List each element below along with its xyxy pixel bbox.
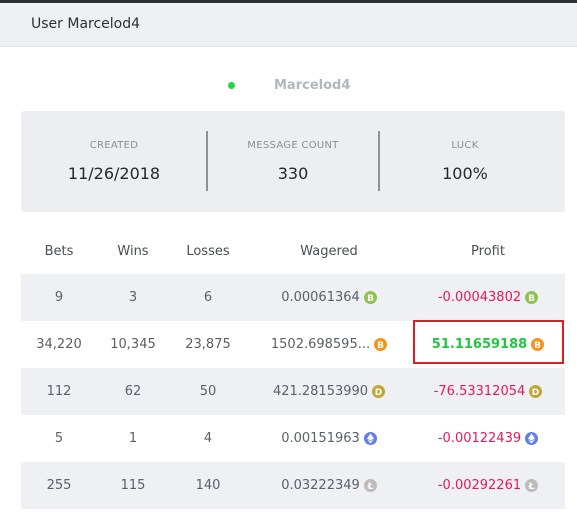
litecoin-icon: Ł xyxy=(363,479,377,492)
table-header-row: Bets Wins Losses Wagered Profit xyxy=(21,228,565,274)
table-row: 255 115 140 0.03222349 Ł -0.00292261 Ł xyxy=(21,462,565,509)
stat-label: MESSAGE COUNT xyxy=(247,140,339,151)
modal-title: User Marcelod4 xyxy=(31,16,141,32)
profit-amount: 51.11659188 xyxy=(431,337,528,352)
column-header-wagered: Wagered xyxy=(300,243,358,259)
cell-wins: 62 xyxy=(97,368,169,415)
cell-losses: 23,875 xyxy=(169,321,247,368)
cell-bets: 9 xyxy=(21,274,97,321)
svg-text:Ł: Ł xyxy=(366,482,373,491)
cell-profit: -0.00292261 Ł xyxy=(411,462,565,509)
user-line: Marcelod4 xyxy=(0,75,577,97)
cell-wins: 1 xyxy=(97,415,169,462)
username: Marcelod4 xyxy=(274,78,351,93)
table-row: 34,220 10,345 23,875 1502.698595... B 51.1165… xyxy=(21,321,565,368)
column-header-losses: Losses xyxy=(186,243,230,259)
stat-message-count: MESSAGE COUNT 330 xyxy=(208,111,378,212)
cell-profit: -0.00043802 B xyxy=(411,274,565,321)
cell-wins: 115 xyxy=(97,462,169,509)
cell-wagered: 1502.698595... B xyxy=(247,321,411,368)
cell-wagered: 0.00151963 xyxy=(247,415,411,462)
profit-amount: -0.00043802 xyxy=(437,290,522,305)
svg-text:B: B xyxy=(528,294,535,303)
litecoin-icon: Ł xyxy=(525,479,539,492)
wagered-amount: 0.03222349 xyxy=(281,478,360,493)
svg-text:D: D xyxy=(532,388,539,397)
profit-amount: -0.00122439 xyxy=(437,431,522,446)
stat-label: CREATED xyxy=(89,140,139,151)
svg-text:D: D xyxy=(375,388,382,397)
cell-wagered: 421.28153990 D xyxy=(247,368,411,415)
wagered-amount: 0.00061364 xyxy=(281,290,360,305)
bitcoin-cash-icon: B xyxy=(525,291,539,304)
stat-luck: LUCK 100% xyxy=(380,111,550,212)
ethereum-icon xyxy=(363,432,377,445)
column-header-wins: Wins xyxy=(117,243,149,259)
ethereum-icon xyxy=(525,432,539,445)
wagered-amount: 0.00151963 xyxy=(281,431,360,446)
cell-losses: 4 xyxy=(169,415,247,462)
bitcoin-icon: B xyxy=(531,338,545,351)
cell-wagered: 0.03222349 Ł xyxy=(247,462,411,509)
stat-value: 100% xyxy=(442,164,488,183)
cell-losses: 140 xyxy=(169,462,247,509)
cell-bets: 34,220 xyxy=(21,321,97,368)
svg-text:B: B xyxy=(377,341,384,350)
cell-profit: 51.11659188 B xyxy=(411,321,565,368)
dogecoin-icon: D xyxy=(372,385,386,398)
bitcoin-icon: B xyxy=(374,338,388,351)
cell-losses: 50 xyxy=(169,368,247,415)
stat-value: 11/26/2018 xyxy=(67,164,161,183)
profit-amount: -0.00292261 xyxy=(437,478,522,493)
cell-bets: 255 xyxy=(21,462,97,509)
wagered-amount: 421.28153990 xyxy=(272,384,369,399)
svg-text:B: B xyxy=(367,294,374,303)
cell-wagered: 0.00061364 B xyxy=(247,274,411,321)
stat-divider xyxy=(206,131,208,191)
cell-wins: 10,345 xyxy=(97,321,169,368)
cell-bets: 5 xyxy=(21,415,97,462)
cell-losses: 6 xyxy=(169,274,247,321)
table-row: 5 1 4 0.00151963 -0.00122439 xyxy=(21,415,565,462)
stat-label: LUCK xyxy=(451,140,479,151)
stats-panel: CREATED 11/26/2018 MESSAGE COUNT 330 LUC… xyxy=(21,111,565,212)
table-row: 112 62 50 421.28153990 D -76.53312054 D xyxy=(21,368,565,415)
svg-text:B: B xyxy=(534,341,541,350)
online-status-dot xyxy=(228,82,235,89)
bitcoin-cash-icon: B xyxy=(363,291,377,304)
wagered-amount: 1502.698595... xyxy=(270,337,371,352)
profit-amount: -76.53312054 xyxy=(433,384,526,399)
dogecoin-icon: D xyxy=(529,385,543,398)
svg-text:Ł: Ł xyxy=(528,482,535,491)
bets-table: Bets Wins Losses Wagered Profit 9 3 6 0.000… xyxy=(21,228,565,509)
stat-value: 330 xyxy=(277,164,309,183)
cell-profit: -76.53312054 D xyxy=(411,368,565,415)
table-row: 9 3 6 0.00061364 B -0.00043802 B xyxy=(21,274,565,321)
stat-created: CREATED 11/26/2018 xyxy=(21,111,207,212)
column-header-bets: Bets xyxy=(44,243,74,259)
stat-divider xyxy=(378,131,380,191)
modal-header: User Marcelod4 xyxy=(0,3,577,47)
cell-bets: 112 xyxy=(21,368,97,415)
cell-profit: -0.00122439 xyxy=(411,415,565,462)
column-header-profit: Profit xyxy=(471,243,505,259)
cell-wins: 3 xyxy=(97,274,169,321)
top-strip xyxy=(0,0,577,3)
